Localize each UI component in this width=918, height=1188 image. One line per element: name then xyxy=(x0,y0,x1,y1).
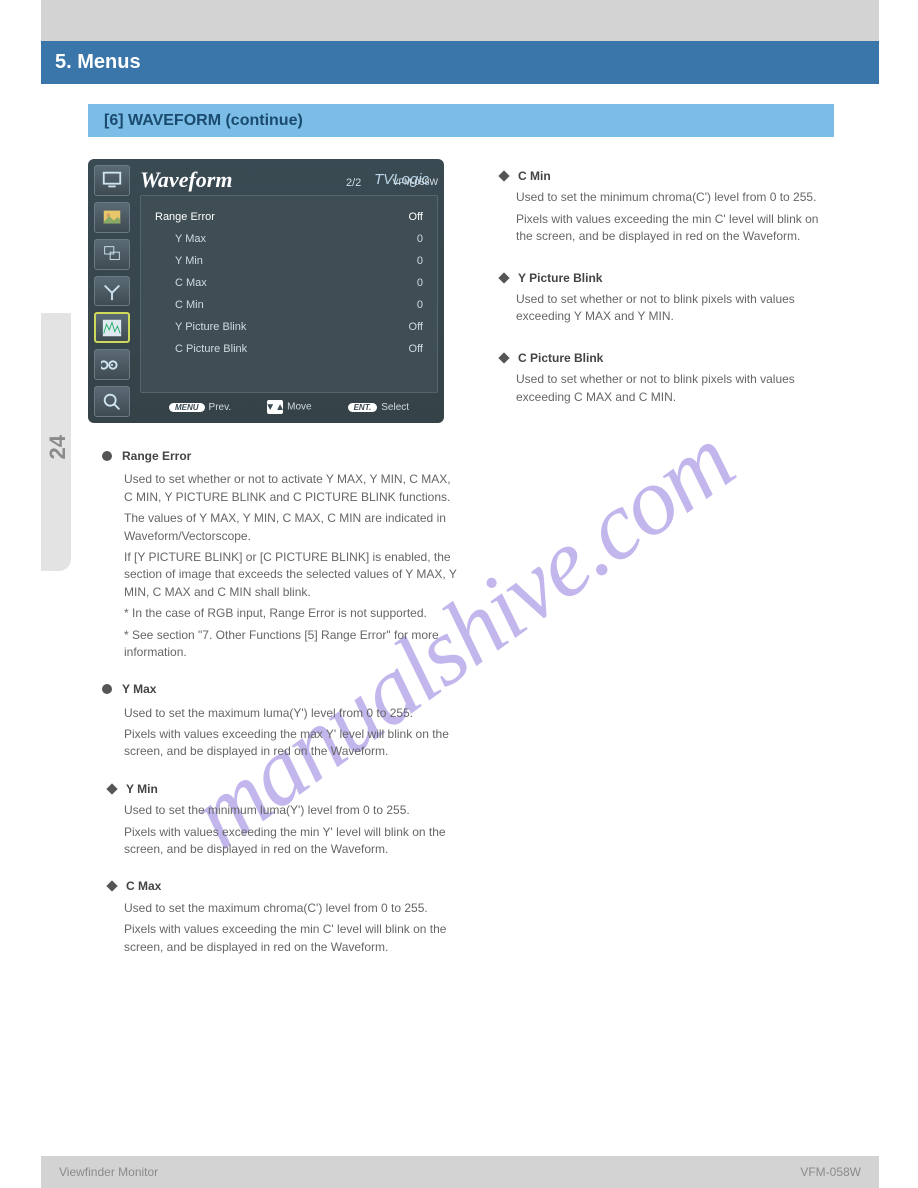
bullet-diamond-icon xyxy=(106,881,117,892)
page-number-tab: 24 xyxy=(41,313,71,571)
body-text: The values of Y MAX, Y MIN, C MAX, C MIN… xyxy=(124,510,458,545)
osd-footer: MENUPrev. ▼▲Move ENT.Select xyxy=(140,397,438,417)
body-text: Pixels with values exceeding the min Y' … xyxy=(124,824,458,859)
osd-prev[interactable]: MENUPrev. xyxy=(169,402,231,413)
heading-y-min: Y Min xyxy=(126,781,158,798)
heading-c-min: C Min xyxy=(518,168,551,185)
body-text: Pixels with values exceeding the min C' … xyxy=(516,211,834,246)
bullet-circle-icon xyxy=(102,684,112,694)
bullet-diamond-icon xyxy=(106,783,117,794)
osd-screenshot: Waveform 2/2 TVLogic VFM-058W Range Erro… xyxy=(88,159,444,423)
left-column: Range Error Used to set whether or not t… xyxy=(102,448,458,956)
picture-icon[interactable] xyxy=(94,202,130,233)
osd-row[interactable]: Y Picture BlinkOff xyxy=(155,316,423,338)
page-footer: Viewfinder Monitor VFM-058W xyxy=(41,1156,879,1188)
bullet-diamond-icon xyxy=(498,272,509,283)
magnify-icon[interactable] xyxy=(94,386,130,417)
monitor-icon[interactable] xyxy=(94,165,130,196)
body-text: * See section "7. Other Functions [5] Ra… xyxy=(124,627,458,662)
body-text: Pixels with values exceeding the min C' … xyxy=(124,921,458,956)
body-text: Used to set whether or not to blink pixe… xyxy=(516,371,834,406)
chapter-title-bar: 5. Menus xyxy=(41,41,879,84)
right-column: C Min Used to set the minimum chroma(C')… xyxy=(494,162,834,406)
osd-select[interactable]: ENT.Select xyxy=(348,402,409,413)
antenna-icon[interactable] xyxy=(94,276,130,307)
osd-row[interactable]: C Min0 xyxy=(155,294,423,316)
heading-y-max: Y Max xyxy=(122,681,156,698)
osd-row[interactable]: C Picture BlinkOff xyxy=(155,338,423,360)
osd-sidebar xyxy=(94,165,134,417)
footer-right: VFM-058W xyxy=(800,1165,861,1179)
chain-icon[interactable] xyxy=(94,349,130,380)
heading-c-max: C Max xyxy=(126,878,161,895)
chapter-title: 5. Menus xyxy=(55,51,141,74)
body-text: * In the case of RGB input, Range Error … xyxy=(124,605,458,622)
osd-row[interactable]: Range ErrorOff xyxy=(155,206,423,228)
osd-title: Waveform xyxy=(140,167,232,193)
body-text: Used to set whether or not to blink pixe… xyxy=(516,291,834,326)
bullet-diamond-icon xyxy=(498,352,509,363)
osd-move[interactable]: ▼▲Move xyxy=(267,400,311,414)
osd-menu: Range ErrorOff Y Max0 Y Min0 C Max0 C Mi… xyxy=(140,195,438,393)
footer-left: Viewfinder Monitor xyxy=(59,1165,158,1179)
body-text: Used to set whether or not to activate Y… xyxy=(124,471,458,506)
bullet-diamond-icon xyxy=(498,170,509,181)
body-text: Used to set the minimum luma(Y') level f… xyxy=(124,802,458,819)
header-gray-strip xyxy=(41,0,879,41)
body-text: If [Y PICTURE BLINK] or [C PICTURE BLINK… xyxy=(124,549,458,601)
osd-row[interactable]: C Max0 xyxy=(155,272,423,294)
heading-c-blink: C Picture Blink xyxy=(518,350,603,367)
body-text: Used to set the minimum chroma(C') level… xyxy=(516,189,834,206)
section-title-bar: [6] WAVEFORM (continue) xyxy=(88,104,834,137)
body-text: Used to set the maximum chroma(C') level… xyxy=(124,900,458,917)
bullet-circle-icon xyxy=(102,451,112,461)
heading-y-blink: Y Picture Blink xyxy=(518,270,602,287)
osd-row[interactable]: Y Min0 xyxy=(155,250,423,272)
windows-icon[interactable] xyxy=(94,239,130,270)
page-number: 24 xyxy=(45,435,71,459)
section-title: [6] WAVEFORM (continue) xyxy=(104,112,303,130)
osd-model: VFM-058W xyxy=(392,177,438,187)
body-text: Pixels with values exceeding the max Y' … xyxy=(124,726,458,761)
osd-page-indicator: 2/2 xyxy=(346,177,361,189)
heading-range-error: Range Error xyxy=(122,448,191,465)
waveform-icon[interactable] xyxy=(94,312,130,343)
osd-row[interactable]: Y Max0 xyxy=(155,228,423,250)
body-text: Used to set the maximum luma(Y') level f… xyxy=(124,705,458,722)
